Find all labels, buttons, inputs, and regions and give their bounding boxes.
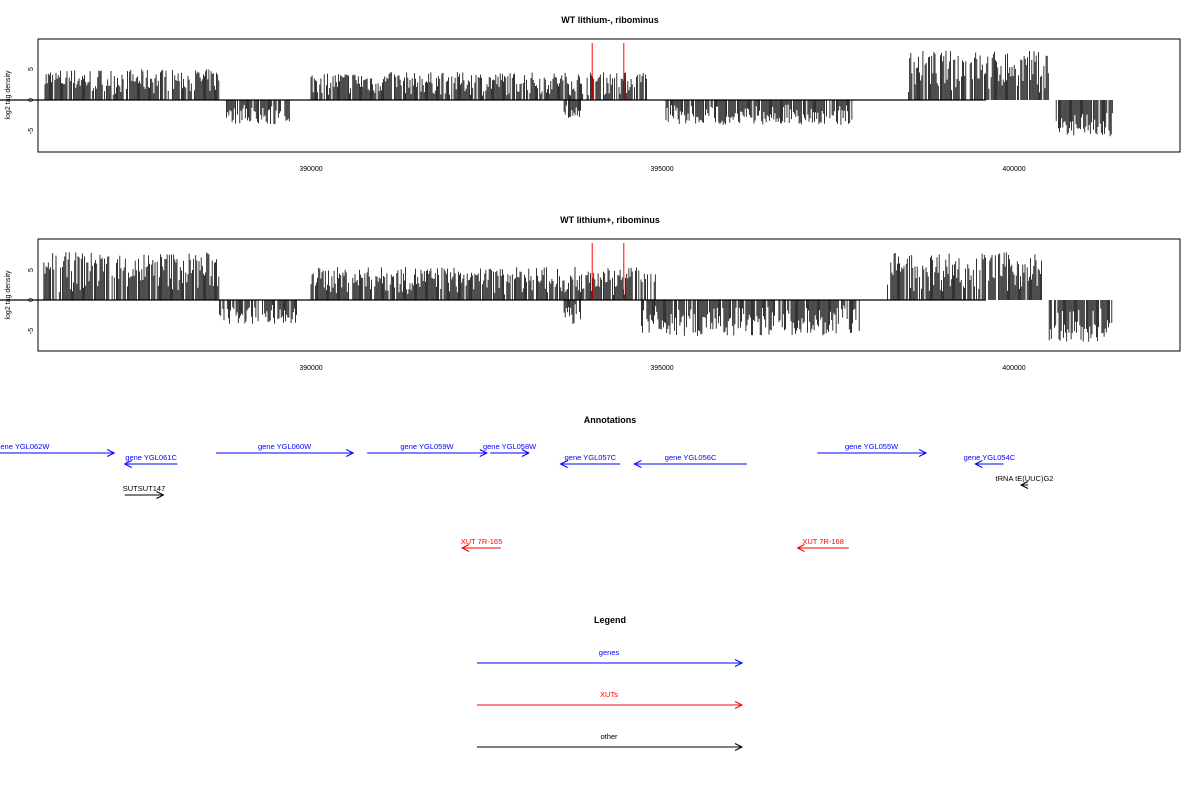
annotation-gene: gene YGL054C [964,453,1016,468]
legend-item: other [477,732,744,751]
arrow-head [1019,481,1029,489]
x-tick-label: 390000 [299,166,322,173]
x-tick-label: 400000 [1002,166,1025,173]
annotation-gene: gene YGL061C [123,453,177,468]
arrow-head [633,460,642,468]
y-tick-label: -5 [28,328,35,334]
x-tick-label: 390000 [299,365,322,372]
y-tick-label: 0 [28,98,35,102]
coverage-bars [0,252,1113,342]
annotation-other: SUTSUT147 [123,484,166,499]
annotation-other: tRNA tE(UUC)G2 [996,474,1054,489]
x-tick-label: 400000 [1002,365,1025,372]
annotation-label: tRNA tE(UUC)G2 [996,474,1054,483]
legend-item: XUTs [477,690,744,709]
arrow-head [123,460,132,468]
arrow-head [345,449,355,457]
annotation-label: gene YGL062W [0,442,50,451]
arrow-head [918,449,928,457]
annotation-items: gene YGL062W gene YGL061C gene YGL060W gene… [0,442,1053,552]
annotation-label: SUTSUT147 [123,484,166,493]
plot-frame [37,38,1181,153]
annotation-xut: XUT 7R-168 [796,537,849,552]
legend-item: genes [477,648,744,667]
annotation-label: gene YGL058W [483,442,537,451]
annotation-label: XUT 7R-168 [802,537,844,546]
coverage-bars [0,50,1113,137]
annotation-gene: gene YGL062W [0,442,116,457]
x-tick-label: 395000 [650,166,673,173]
x-tick-label: 395000 [650,365,673,372]
arrow-head [559,460,568,468]
y-axis: -5 0 5 log2 tag density [5,268,35,334]
annotation-label: gene YGL057C [565,453,617,462]
annotation-label: gene YGL059W [400,442,454,451]
panel-title: WT lithium-, ribominus [561,15,659,25]
y-tick-label: 5 [28,268,35,272]
annotation-label: gene YGL061C [125,453,177,462]
arrow-head [974,460,983,468]
arrow-head [796,544,805,552]
x-axis: 390000 395000 400000 [299,166,1025,173]
arrow-head [734,743,744,751]
arrow-head [734,701,744,709]
legend-label: XUTs [600,690,618,699]
annotation-gene: gene YGL060W [216,442,355,457]
annotation-label: gene YGL054C [964,453,1016,462]
annotation-gene: gene YGL057C [559,453,621,468]
annotation-gene: gene YGL059W [367,442,488,457]
y-axis: -5 0 5 log2 tag density [5,67,35,134]
highlight-lines [591,243,625,300]
arrow-head [479,449,488,457]
y-tick-label: 0 [28,298,35,302]
annotation-gene: gene YGL055W [817,442,928,457]
annotation-label: gene YGL060W [258,442,312,451]
annotation-gene: gene YGL056C [633,453,747,468]
annotations-title: Annotations [584,415,637,425]
annotation-gene: gene YGL058W [483,442,537,457]
arrow-head [460,544,470,552]
annotation-label: XUT 7R-165 [461,537,503,546]
highlight-lines [591,43,625,100]
x-axis: 390000 395000 400000 [299,365,1025,372]
y-tick-label: 5 [28,67,35,71]
legend-label: genes [599,648,620,657]
legend: Legend genes XUTs other [477,615,744,751]
y-axis-label: log2 tag density [5,270,12,320]
annotation-label: gene YGL056C [665,453,717,462]
legend-title: Legend [594,615,626,625]
plot-frame [37,238,1181,352]
coverage-panel-lithium-minus: WT lithium-, ribominus -5 0 5 log2 tag d… [0,15,1181,173]
legend-items: genes XUTs other [477,648,744,751]
arrow-head [106,449,116,457]
arrow-head [734,659,744,667]
legend-label: other [600,732,618,741]
panel-title: WT lithium+, ribominus [560,215,660,225]
arrow-head [521,449,531,457]
y-axis-label: log2 tag density [5,70,12,120]
coverage-panel-lithium-plus: WT lithium+, ribominus -5 0 5 log2 tag d… [0,215,1181,372]
y-tick-label: -5 [28,128,35,134]
annotation-label: gene YGL055W [845,442,899,451]
annotation-xut: XUT 7R-165 [460,537,503,552]
arrow-head [156,491,165,499]
